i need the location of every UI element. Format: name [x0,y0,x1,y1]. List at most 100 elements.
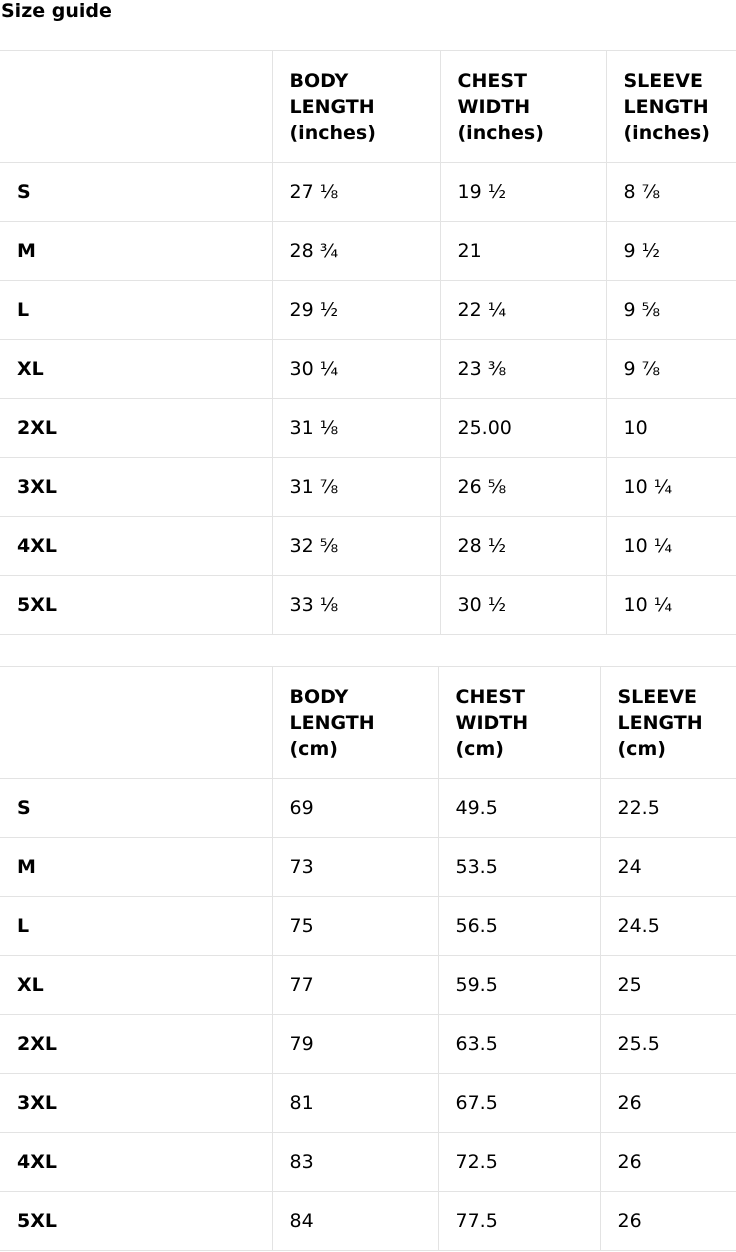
measurement: 27 ⅛ [271,162,441,222]
measurement: 25.5 [599,1014,736,1074]
size-row: 3XL 31 ⅞ 26 ⅝ 10 ¼ [0,457,736,517]
header-row: BODY LENGTH (cm) CHEST WIDTH (cm) SLEEVE L… [0,666,736,779]
table-head: BODY LENGTH (inches) CHEST WIDTH (inches)… [0,50,736,163]
size-row: L 75 56.5 24.5 [0,896,736,956]
size-label: 5XL [0,1191,273,1251]
size-row: S 69 49.5 22.5 [0,778,736,838]
table-head: BODY LENGTH (cm) CHEST WIDTH (cm) SLEEVE L… [0,666,736,779]
measurement: 67.5 [437,1073,601,1133]
measurement: 10 ¼ [605,516,736,576]
size-label: M [0,837,273,897]
column-header: BODY LENGTH (inches) [271,50,441,163]
size-row: XL 77 59.5 25 [0,955,736,1015]
measurement: 31 ⅛ [271,398,441,458]
measurement: 63.5 [437,1014,601,1074]
column-header: CHEST WIDTH (cm) [437,666,601,779]
size-label: S [0,778,273,838]
column-header [0,666,273,779]
table-body: S 69 49.5 22.5 M 73 53.5 24 L 75 56.5 24.5 XL 77 59.5 2… [0,778,736,1251]
tables: BODY LENGTH (inches) CHEST WIDTH (inches)… [0,50,736,1251]
column-header [0,50,273,163]
measurement: 26 ⅝ [439,457,607,517]
measurement: 22 ¼ [439,280,607,340]
measurement: 83 [271,1132,439,1192]
size-label: L [0,280,273,340]
measurement: 75 [271,896,439,956]
column-header-text: SLEEVE LENGTH (cm) [617,685,703,760]
size-row: 2XL 79 63.5 25.5 [0,1014,736,1074]
measurement: 33 ⅛ [271,575,441,635]
measurement: 81 [271,1073,439,1133]
measurement: 9 ⅝ [605,280,736,340]
size-row: M 28 ¾ 21 9 ½ [0,221,736,281]
measurement: 26 [599,1132,736,1192]
size-label: 2XL [0,398,273,458]
column-header-text: SLEEVE LENGTH (inches) [623,69,710,144]
measurement: 73 [271,837,439,897]
measurement: 8 ⅞ [605,162,736,222]
column-header-text: BODY LENGTH (cm) [289,685,375,760]
title: Size guide [1,0,112,22]
measurement: 26 [599,1191,736,1251]
measurement: 25 [599,955,736,1015]
measurement: 77 [271,955,439,1015]
size-row: 5XL 33 ⅛ 30 ½ 10 ¼ [0,575,736,635]
measurement: 84 [271,1191,439,1251]
column-header-text: CHEST WIDTH (cm) [455,685,529,760]
size-row: 4XL 32 ⅝ 28 ½ 10 ¼ [0,516,736,576]
measurement: 30 ½ [439,575,607,635]
measurement: 77.5 [437,1191,601,1251]
size-table: BODY LENGTH (inches) CHEST WIDTH (inches)… [0,50,736,635]
size-row: 2XL 31 ⅛ 25.00 10 [0,398,736,458]
measurement: 10 ¼ [605,457,736,517]
measurement: 21 [439,221,607,281]
header-row: BODY LENGTH (inches) CHEST WIDTH (inches)… [0,50,736,163]
measurement: 24 [599,837,736,897]
measurement: 49.5 [437,778,601,838]
measurement: 29 ½ [271,280,441,340]
measurement: 28 ¾ [271,221,441,281]
size-label: 5XL [0,575,273,635]
size-label: XL [0,339,273,399]
size-label: 3XL [0,1073,273,1133]
size-row: 5XL 84 77.5 26 [0,1191,736,1251]
size-row: M 73 53.5 24 [0,837,736,897]
measurement: 24.5 [599,896,736,956]
measurement: 69 [271,778,439,838]
measurement: 28 ½ [439,516,607,576]
column-header: SLEEVE LENGTH (inches) [605,50,736,163]
size-row: 4XL 83 72.5 26 [0,1132,736,1192]
measurement: 26 [599,1073,736,1133]
size-label: 4XL [0,516,273,576]
size-label: L [0,896,273,956]
measurement: 53.5 [437,837,601,897]
column-header: BODY LENGTH (cm) [271,666,439,779]
measurement: 23 ⅜ [439,339,607,399]
size-row: 3XL 81 67.5 26 [0,1073,736,1133]
measurement: 56.5 [437,896,601,956]
measurement: 31 ⅞ [271,457,441,517]
size-label: 4XL [0,1132,273,1192]
measurement: 19 ½ [439,162,607,222]
measurement: 32 ⅝ [271,516,441,576]
column-header: CHEST WIDTH (inches) [439,50,607,163]
measurement: 22.5 [599,778,736,838]
measurement: 9 ½ [605,221,736,281]
column-header-text: CHEST WIDTH (inches) [457,69,544,144]
measurement: 59.5 [437,955,601,1015]
column-header-text: BODY LENGTH (inches) [289,69,376,144]
size-table: BODY LENGTH (cm) CHEST WIDTH (cm) SLEEVE L… [0,666,736,1251]
size-label: S [0,162,273,222]
measurement: 79 [271,1014,439,1074]
column-header: SLEEVE LENGTH (cm) [599,666,736,779]
size-label: 2XL [0,1014,273,1074]
size-label: M [0,221,273,281]
measurement: 25.00 [439,398,607,458]
measurement: 10 ¼ [605,575,736,635]
size-label: XL [0,955,273,1015]
size-label: 3XL [0,457,273,517]
